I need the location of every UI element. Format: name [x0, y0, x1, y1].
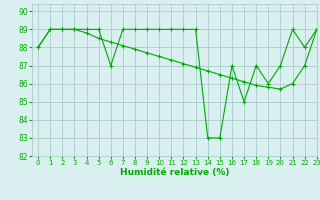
X-axis label: Humidité relative (%): Humidité relative (%)	[120, 168, 229, 177]
